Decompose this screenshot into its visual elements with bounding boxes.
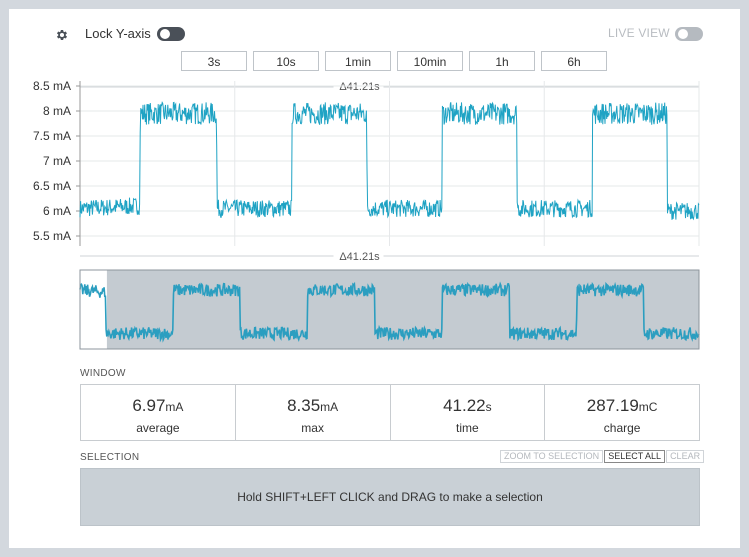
stat-max: 8.35mA max [234, 385, 390, 440]
stat-charge-label: charge [603, 421, 641, 435]
y-tick-label: 5.5 mA [33, 229, 71, 243]
live-view-label: LIVE VIEW [608, 26, 670, 40]
stat-time-value: 41.22 [443, 396, 486, 415]
y-tick-label: 6.5 mA [33, 179, 71, 193]
bottom-marker-bg [333, 249, 384, 262]
zoom-button-10min[interactable]: 10min [397, 51, 463, 71]
y-tick-label: 7.5 mA [33, 129, 71, 143]
stat-max-value: 8.35 [287, 396, 321, 415]
overview-line [79, 281, 700, 343]
zoom-button-3s[interactable]: 3s [181, 51, 247, 71]
zoom-button-6h[interactable]: 6h [541, 51, 607, 71]
stat-time-label: time [456, 421, 479, 435]
y-tick-label: 8 mA [43, 104, 71, 118]
lock-y-axis-label: Lock Y-axis [85, 26, 151, 41]
select-all-button[interactable]: SELECT ALL [604, 450, 666, 463]
stat-average-label: average [136, 421, 180, 435]
zoom-to-selection-button[interactable]: ZOOM TO SELECTION [500, 450, 604, 463]
lock-y-axis-toggle[interactable] [157, 27, 185, 41]
live-view-toggle[interactable] [675, 27, 703, 41]
stat-time-unit: s [485, 400, 492, 414]
zoom-button-10s[interactable]: 10s [253, 51, 319, 71]
selection-hint: Hold SHIFT+LEFT CLICK and DRAG to make a… [237, 490, 543, 504]
y-tick-label: 8.5 mA [33, 79, 71, 93]
series-line-0 [79, 101, 700, 221]
current-chart[interactable]: Δ41.21s 8.5 mA 8 mA 7.5 mA 7 mA 6.5 mA 6 mA 5.5… [9, 9, 740, 354]
gear-icon[interactable] [55, 28, 69, 42]
stat-max-unit: mA [320, 400, 339, 414]
stat-charge-value: 287.19 [586, 396, 639, 415]
clear-selection-button[interactable]: CLEAR [666, 450, 705, 463]
selection-actions: ZOOM TO SELECTION SELECT ALL CLEAR [500, 450, 705, 463]
stat-average: 6.97mA average [81, 385, 235, 440]
bottom-marker-label: Δ41.21s [339, 251, 380, 263]
stat-average-value: 6.97 [132, 396, 166, 415]
stat-charge-unit: mC [638, 400, 658, 414]
stat-time: 41.22s time [389, 385, 545, 440]
toggle-knob [160, 29, 170, 39]
y-tick-label: 6 mA [43, 204, 71, 218]
zoom-button-1h[interactable]: 1h [469, 51, 535, 71]
selection-area[interactable]: Hold SHIFT+LEFT CLICK and DRAG to make a… [80, 468, 700, 526]
selection-section-label: SELECTION [80, 452, 140, 463]
stat-average-unit: mA [165, 400, 184, 414]
stat-charge: 287.19mC charge [544, 385, 699, 440]
top-toolbar: Lock Y-axis LIVE VIEW 3s 10s 1min 10min … [9, 9, 740, 71]
zoom-button-1min[interactable]: 1min [325, 51, 391, 71]
window-section-label: WINDOW [80, 368, 126, 379]
y-tick-label: 7 mA [43, 154, 71, 168]
power-profiler-panel: Lock Y-axis LIVE VIEW 3s 10s 1min 10min … [9, 9, 740, 548]
window-stats: 6.97mA average 8.35mA max 41.22s time 28… [80, 384, 700, 441]
toggle-knob [678, 29, 688, 39]
overview-border [79, 269, 700, 350]
stat-max-label: max [301, 421, 324, 435]
top-marker-label: Δ41.21s [339, 81, 380, 93]
